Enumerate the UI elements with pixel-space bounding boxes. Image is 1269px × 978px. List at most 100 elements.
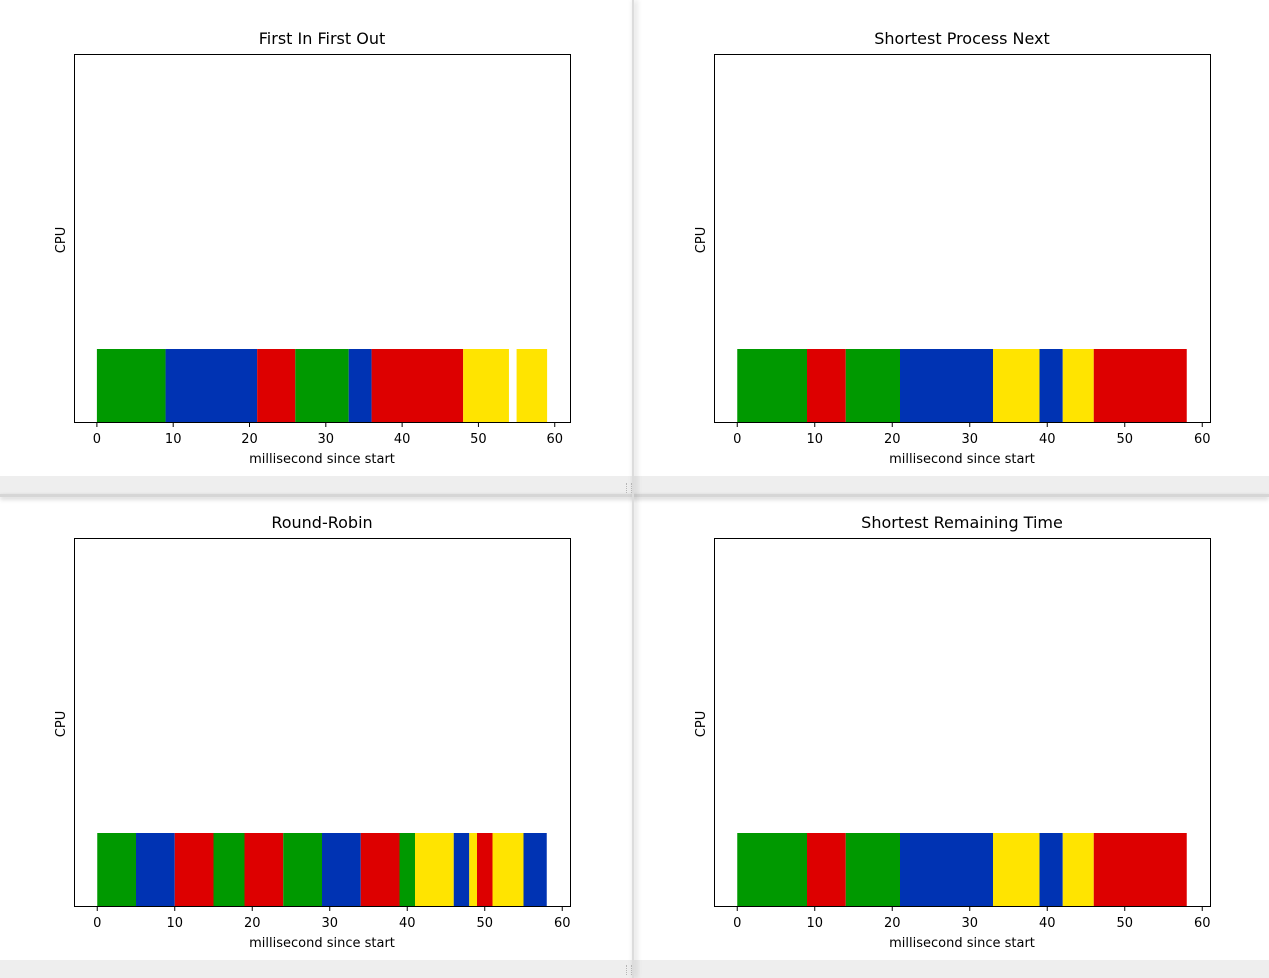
plot-area: 0 10 20 30 40 50 60 [714, 54, 1211, 447]
x-tick-label: 50 [1116, 432, 1133, 447]
chart-pane-srt: Shortest Remaining Time CPU millisecond … [634, 498, 1269, 960]
x-tick-label: 60 [1194, 432, 1211, 447]
x-axis-label: millisecond since start [249, 936, 395, 951]
chart-svg-round-robin: Round-Robin CPU millisecond since start … [54, 513, 571, 951]
x-tick-label: 30 [961, 916, 978, 931]
plot-frame [74, 54, 571, 423]
cpu-burst-bar [415, 833, 454, 906]
horizontal-splitter[interactable] [0, 494, 1269, 497]
plot-frame [714, 538, 1211, 907]
cpu-burst-bar [213, 833, 245, 906]
cpu-burst-bar [244, 833, 284, 906]
y-axis-label: CPU [694, 227, 709, 253]
cpu-burst-bar [993, 349, 1040, 422]
x-axis-label: millisecond since start [889, 936, 1035, 951]
cpu-burst-bar [1062, 349, 1094, 422]
cpu-burst-bar [523, 833, 547, 906]
cpu-burst-bar [295, 349, 349, 422]
cpu-burst-bar [516, 349, 548, 422]
x-tick-label: 40 [394, 432, 411, 447]
cpu-burst-bar [492, 833, 524, 906]
pane-bottom-bar [0, 960, 632, 978]
x-axis-label: millisecond since start [249, 452, 395, 467]
cpu-burst-bar [1093, 833, 1187, 906]
x-tick-label: 50 [1116, 916, 1133, 931]
x-tick-label: 60 [546, 432, 563, 447]
x-tick-label: 20 [884, 432, 901, 447]
x-tick-label: 30 [961, 432, 978, 447]
x-tick-label: 10 [165, 432, 182, 447]
x-tick-label: 20 [884, 916, 901, 931]
cpu-burst-bar [737, 833, 807, 906]
resize-grip-icon[interactable] [626, 965, 632, 975]
cpu-burst-bar [348, 349, 372, 422]
cpu-burst-bar [845, 349, 900, 422]
cpu-burst-bar [477, 833, 493, 906]
y-axis-label: CPU [694, 711, 709, 737]
pane-bottom-bar [0, 476, 632, 495]
plot-frame [74, 538, 571, 907]
plot-area: 0 10 20 30 40 50 60 [714, 538, 1211, 931]
pane-bottom-bar [634, 476, 1269, 495]
cpu-burst-bar [96, 349, 166, 422]
chart-title: Round-Robin [271, 513, 372, 532]
chart-svg-fifo: First In First Out CPU millisecond since… [54, 29, 571, 467]
cpu-burst-bar [1039, 833, 1063, 906]
x-tick-label: 0 [733, 432, 741, 447]
cpu-burst-bar [322, 833, 361, 906]
x-tick-label: 60 [1194, 916, 1211, 931]
cpu-burst-bar [993, 833, 1040, 906]
pane-bottom-bar [634, 960, 1269, 978]
x-tick-label: 0 [93, 432, 101, 447]
chart-title: Shortest Process Next [874, 29, 1050, 48]
plot-frame [714, 54, 1211, 423]
x-tick-label: 50 [470, 432, 487, 447]
cpu-burst-bar [1039, 349, 1063, 422]
cpu-burst-bar [360, 833, 400, 906]
x-tick-label: 20 [244, 916, 261, 931]
plot-area: 0 10 20 30 40 50 60 [74, 54, 571, 447]
cpu-burst-bar [174, 833, 214, 906]
cpu-burst-bar [807, 349, 846, 422]
cpu-burst-bar [371, 349, 464, 422]
chart-title: First In First Out [259, 29, 385, 48]
chart-svg-srt: Shortest Remaining Time CPU millisecond … [694, 513, 1211, 951]
chart-title: Shortest Remaining Time [861, 513, 1063, 532]
y-axis-label: CPU [54, 711, 69, 737]
cpu-burst-bar [399, 833, 415, 906]
cpu-burst-bar [136, 833, 175, 906]
cpu-burst-bar [469, 833, 477, 906]
vertical-splitter[interactable] [632, 0, 634, 978]
cpu-burst-bar [453, 833, 470, 906]
cpu-burst-bar [900, 833, 993, 906]
x-tick-label: 20 [241, 432, 258, 447]
chart-pane-fifo: First In First Out CPU millisecond since… [0, 0, 632, 476]
x-tick-label: 40 [1039, 432, 1056, 447]
x-tick-label: 50 [476, 916, 493, 931]
x-tick-label: 40 [1039, 916, 1056, 931]
cpu-burst-bar [1062, 833, 1094, 906]
x-tick-label: 10 [166, 916, 183, 931]
cpu-burst-bar [845, 833, 900, 906]
x-tick-label: 0 [93, 916, 101, 931]
cpu-burst-bar [283, 833, 322, 906]
resize-grip-icon[interactable] [626, 483, 632, 493]
x-axis-label: millisecond since start [889, 452, 1035, 467]
cpu-burst-bar [165, 349, 258, 422]
cpu-burst-bar [463, 349, 509, 422]
x-tick-label: 10 [806, 432, 823, 447]
cpu-burst-bar [900, 349, 993, 422]
x-tick-label: 60 [554, 916, 571, 931]
chart-pane-round-robin: Round-Robin CPU millisecond since start … [0, 498, 632, 960]
x-tick-label: 0 [733, 916, 741, 931]
x-tick-label: 30 [318, 432, 335, 447]
y-axis-label: CPU [54, 227, 69, 253]
cpu-burst-bar [97, 833, 136, 906]
x-tick-label: 10 [806, 916, 823, 931]
chart-pane-spn: Shortest Process Next CPU millisecond si… [634, 0, 1269, 476]
chart-svg-spn: Shortest Process Next CPU millisecond si… [694, 29, 1211, 467]
cpu-burst-bar [807, 833, 846, 906]
plot-area: 0 10 20 30 40 50 60 [74, 538, 571, 931]
x-tick-label: 30 [321, 916, 338, 931]
cpu-burst-bar [257, 349, 296, 422]
